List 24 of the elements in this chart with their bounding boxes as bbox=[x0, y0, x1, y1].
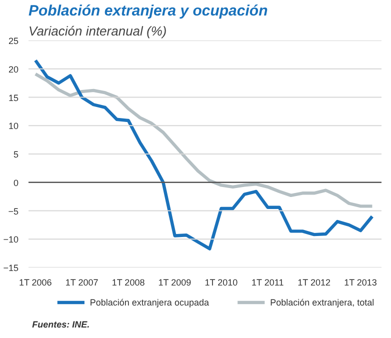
y-tick-label: 10 bbox=[8, 121, 19, 132]
y-tick-label: −5 bbox=[8, 206, 19, 216]
y-tick-label: −15 bbox=[3, 263, 19, 273]
y-tick-label: 15 bbox=[8, 92, 19, 103]
x-tick-label: 1T 2009 bbox=[158, 278, 192, 288]
line-series bbox=[34, 72, 374, 208]
y-tick-label: 0 bbox=[13, 178, 19, 188]
line-series bbox=[34, 58, 374, 250]
source-note: Fuentes: INE. bbox=[32, 320, 90, 330]
y-tick-label: 20 bbox=[8, 64, 19, 74]
y-tick-label: 5 bbox=[13, 150, 19, 160]
x-tick-label: 1T 2008 bbox=[112, 278, 145, 288]
chart-subtitle: Variación interanual (%) bbox=[28, 24, 167, 38]
x-tick-label: 1T 2006 bbox=[18, 278, 52, 288]
legend-label: Población extranjera ocupada bbox=[90, 298, 209, 308]
x-tick-label: 1T 2010 bbox=[204, 278, 238, 288]
y-tick-label: −10 bbox=[3, 234, 19, 245]
x-tick-label: 1T 2013 bbox=[344, 278, 377, 288]
x-tick-label: 1T 2011 bbox=[252, 278, 284, 288]
x-tick-label: 1T 2012 bbox=[298, 278, 331, 288]
legend-label: Población extranjera, total bbox=[270, 298, 374, 308]
x-tick-label: 1T 2007 bbox=[65, 278, 98, 288]
y-tick-label: 25 bbox=[8, 36, 19, 46]
chart-title: Población extranjera y ocupación bbox=[28, 2, 268, 20]
